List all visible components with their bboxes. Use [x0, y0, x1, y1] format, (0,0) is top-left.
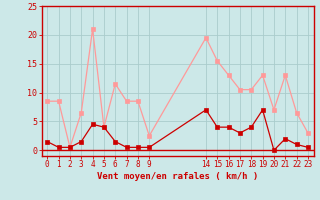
X-axis label: Vent moyen/en rafales ( km/h ): Vent moyen/en rafales ( km/h ) [97, 172, 258, 181]
